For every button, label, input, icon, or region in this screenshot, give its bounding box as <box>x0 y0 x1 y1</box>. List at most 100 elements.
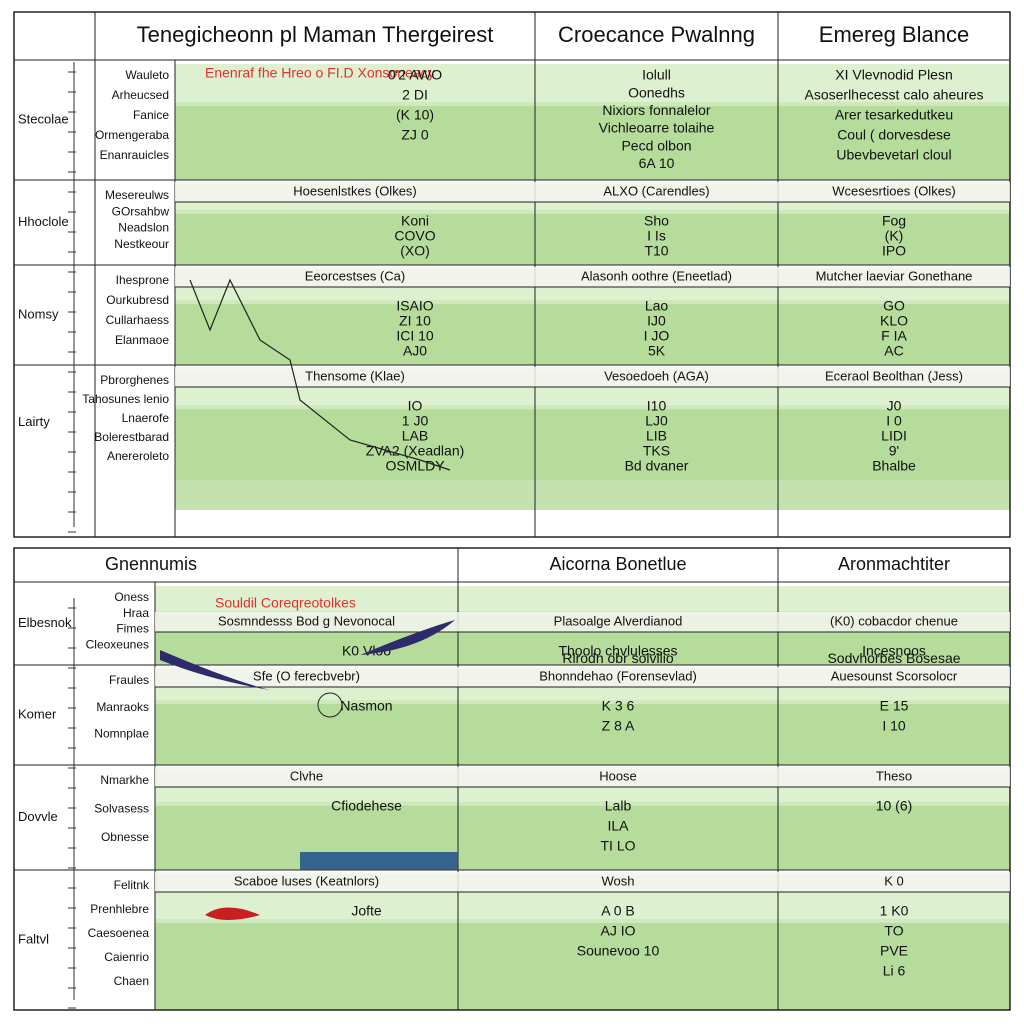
row-item: Mesereulws <box>105 188 169 202</box>
cell-text: LIB <box>646 428 667 444</box>
strip-title: Mutcher laeviar Gonethane <box>816 268 973 283</box>
strip <box>155 667 1010 687</box>
row-item: Nomnplae <box>94 727 149 741</box>
strip-title: Alasonh oothre (Eneetlad) <box>581 268 732 283</box>
row-item: Cleoxeunes <box>86 637 149 651</box>
cell-text: Bhalbe <box>872 458 916 474</box>
column-header: Emereg Blance <box>819 22 969 47</box>
column-header: Gnennumis <box>105 554 197 574</box>
row-label: Dovvle <box>18 809 58 824</box>
strip-title: K 0 <box>884 873 904 888</box>
sketch-shape <box>205 907 260 920</box>
row-item: Obnesse <box>101 830 149 844</box>
cell-text: LJ0 <box>645 413 668 429</box>
green-band <box>155 919 1010 1010</box>
cell-text: AJ0 <box>403 343 427 359</box>
row-item: Ourkubresd <box>106 293 169 307</box>
row-item: Ihesprone <box>116 273 170 287</box>
row-item: Fimes <box>116 622 149 636</box>
cell-text: K 3 6 <box>602 698 635 714</box>
cell-text: I Is <box>647 228 666 244</box>
cell-text: ZVA2 (Xeadlan) <box>366 443 465 459</box>
row-label: Komer <box>18 706 57 721</box>
green-band <box>175 209 1010 265</box>
subtitle: Souldil Coreqreotolkes <box>215 595 356 611</box>
cell-text: ILA <box>607 818 629 834</box>
cell-text: ZI 10 <box>399 313 431 329</box>
cell-text: 1 J0 <box>402 413 429 429</box>
strip-title: Wcesesrtioes (Olkes) <box>832 183 956 198</box>
cell-text: Li 6 <box>883 963 906 979</box>
row-label: Lairty <box>18 414 50 429</box>
cell-text: Sounevoo 10 <box>577 943 660 959</box>
strip-title: Plasoalge Alverdianod <box>554 613 683 628</box>
row-item: Bolerestbarad <box>94 430 169 444</box>
cell-text: Bd dvaner <box>625 458 689 474</box>
strip <box>175 182 1010 202</box>
cell-text: COVO <box>394 228 435 244</box>
row-item: Ormengeraba <box>95 128 169 142</box>
cell-text: AJ IO <box>600 923 635 939</box>
strip-title: Wosh <box>602 873 635 888</box>
cell-text: A 0 B <box>601 903 634 919</box>
cell-text: J0 <box>887 398 902 414</box>
row-item: Fanice <box>133 108 169 122</box>
cell-text: Pecd olbon <box>621 137 691 153</box>
cell-text: Nixiors fonnalelor <box>602 102 710 118</box>
green-band-light <box>175 64 1010 106</box>
cell-text: IPO <box>882 243 906 259</box>
cell-text: LAB <box>402 428 428 444</box>
cell-text: Incesnoos <box>862 643 926 659</box>
cell-text: IJ0 <box>647 313 666 329</box>
cell-text: I 10 <box>882 718 906 734</box>
strip-title: Vesoedoeh (AGA) <box>604 368 709 383</box>
row-item: Anereroleto <box>107 449 169 463</box>
cell-text: Lao <box>645 298 669 314</box>
cell-text: Jofte <box>351 903 382 919</box>
cell-text: (K) <box>885 228 904 244</box>
strip <box>175 367 1010 387</box>
cell-text: Asoserlhecesst calo aheures <box>805 87 984 103</box>
subtitle: Enenraf fhe Hreo o FI.D Xonsoneacy <box>205 65 435 81</box>
cell-text: Rlrodn obr solvllio <box>562 650 673 666</box>
strip-title: Sosmndesss Bod g Nevonocal <box>218 613 395 628</box>
cell-text: ISAIO <box>396 298 433 314</box>
cell-text: Fog <box>882 213 906 229</box>
cell-text: Lalb <box>605 798 632 814</box>
row-label: Nomsy <box>18 306 59 321</box>
cell-text: 6A 10 <box>639 155 675 171</box>
row-item: Caienrio <box>104 950 149 964</box>
row-item: Felitnk <box>114 878 150 892</box>
cell-text: 0'2 AWO <box>388 67 442 83</box>
cell-text: TI LO <box>600 838 635 854</box>
green-band <box>175 300 1010 365</box>
cell-text: Koni <box>401 213 429 229</box>
strip-title: Auesounst Scorsolocr <box>831 668 958 683</box>
cell-text: Nasmon <box>340 698 392 714</box>
cell-text: E 15 <box>880 698 909 714</box>
row-item: Nmarkhe <box>100 773 149 787</box>
row-item: Caesoenea <box>88 926 150 940</box>
row-label: Hhoclole <box>18 214 69 229</box>
green-band <box>175 405 1010 480</box>
row-item: Lnaerofe <box>122 411 170 425</box>
cell-text: KLO <box>880 313 908 329</box>
green-band <box>175 480 1010 510</box>
cell-text: Ubevbevetarl cloul <box>836 147 951 163</box>
cell-text: (K 10) <box>396 107 434 123</box>
green-band-light <box>155 586 1010 616</box>
cell-text: GO <box>883 298 905 314</box>
strip-title: Theso <box>876 768 912 783</box>
strip <box>155 767 1010 787</box>
cell-text: AC <box>884 343 903 359</box>
row-item: Hraa <box>123 606 149 620</box>
strip-title: Eceraol Beolthan (Jess) <box>825 368 963 383</box>
cell-text: XI Vlevnodid Plesn <box>835 67 953 83</box>
cell-text: IO <box>408 398 423 414</box>
cell-text: Vichleoarre tolaihe <box>599 120 715 136</box>
row-item: Cullarhaess <box>106 313 169 327</box>
cell-text: Sho <box>644 213 669 229</box>
row-item: Prenhlebre <box>90 902 149 916</box>
strip <box>155 872 1010 892</box>
strip-title: Sfe (O ferecbvebr) <box>253 668 360 683</box>
